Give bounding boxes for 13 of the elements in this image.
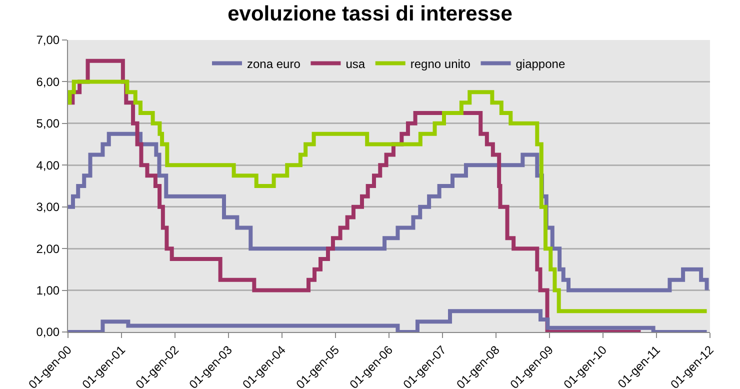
y-tick-label: 7,00	[36, 33, 60, 48]
y-tick-label: 3,00	[36, 200, 60, 214]
legend-label: usa	[346, 56, 366, 71]
legend-label: zona euro	[247, 56, 301, 71]
y-tick-label: 5,00	[36, 116, 60, 131]
legend-label: giappone	[516, 56, 566, 71]
y-tick-label: 1,00	[36, 283, 60, 298]
y-tick-label: 0,00	[36, 325, 60, 340]
y-tick-label: 6,00	[36, 74, 60, 89]
legend-label: regno unito	[410, 56, 471, 71]
y-tick-label: 2,00	[36, 242, 60, 256]
y-tick-label: 4,00	[36, 158, 60, 172]
chart-title: evoluzione tassi di interesse	[228, 2, 512, 26]
